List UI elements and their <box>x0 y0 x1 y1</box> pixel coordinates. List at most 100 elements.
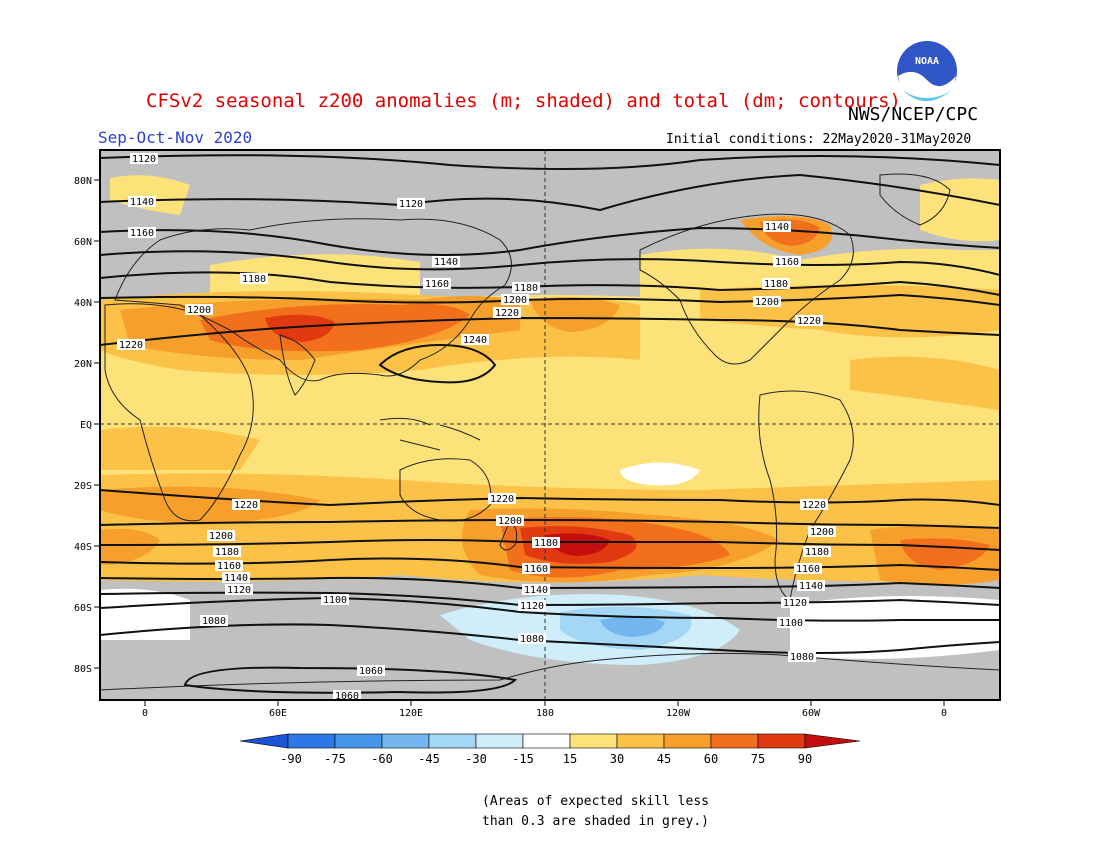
svg-text:1160: 1160 <box>217 561 241 572</box>
lon-label: 120W <box>666 708 691 719</box>
contour-label: 1220 <box>117 339 145 351</box>
colorbar-arrow-right <box>804 733 861 749</box>
svg-text:1180: 1180 <box>805 547 829 558</box>
contour-label: 1220 <box>795 315 823 327</box>
svg-text:1220: 1220 <box>495 308 519 319</box>
longitude-axis: 0 60E 120E 180 120W 60W 0 <box>142 700 947 719</box>
colorbar-tick: 30 <box>610 752 624 766</box>
anomaly-neg15-15 <box>100 588 190 640</box>
contour-label: 1120 <box>518 600 546 612</box>
colorbar-swatch <box>757 733 806 749</box>
svg-text:1120: 1120 <box>520 601 544 612</box>
svg-text:1160: 1160 <box>425 279 449 290</box>
colorbar-swatch <box>381 733 430 749</box>
colorbar-swatch <box>428 733 477 749</box>
svg-text:1220: 1220 <box>119 340 143 351</box>
contour-label: 1140 <box>797 580 825 592</box>
svg-text:1100: 1100 <box>323 595 347 606</box>
colorbar-swatch <box>616 733 665 749</box>
svg-text:1060: 1060 <box>335 691 359 702</box>
contour-label: 1200 <box>185 304 213 316</box>
colorbar-tick: -30 <box>465 752 487 766</box>
svg-text:1220: 1220 <box>797 316 821 327</box>
contour-label: 1080 <box>518 633 546 645</box>
anomaly-30-45 <box>100 426 260 470</box>
svg-text:1120: 1120 <box>132 154 156 165</box>
anomaly-75-90 <box>545 533 610 556</box>
colorbar: -90 -75 -60 -45 -30 -15 15 30 45 60 75 9… <box>239 733 861 766</box>
contour-label: 1120 <box>781 597 809 609</box>
contour-label: 1180 <box>512 282 540 294</box>
contour-label: 1180 <box>532 537 560 549</box>
contour-label: 1060 <box>333 690 361 702</box>
contour-label: 1060 <box>357 665 385 677</box>
svg-text:1200: 1200 <box>810 527 834 538</box>
lon-label: 0 <box>941 708 947 719</box>
colorbar-tick: -75 <box>324 752 346 766</box>
contour-label: 1200 <box>496 515 524 527</box>
anomaly-45-60 <box>100 528 160 565</box>
contour-label: 1160 <box>215 560 243 572</box>
lat-label: 40N <box>74 298 92 309</box>
anomaly-60-75 <box>200 303 470 352</box>
contour-label: 1120 <box>130 153 158 165</box>
anomaly-neg60-neg45 <box>600 616 665 637</box>
colorbar-tick: 15 <box>563 752 577 766</box>
contour-label: 1200 <box>808 526 836 538</box>
svg-text:1200: 1200 <box>755 297 779 308</box>
contour-label: 1160 <box>522 563 550 575</box>
colorbar-swatch <box>287 733 336 749</box>
lon-label: 180 <box>536 708 554 719</box>
chart-title: CFSv2 seasonal z200 anomalies (m; shaded… <box>146 90 901 112</box>
contour-label: 1140 <box>222 572 250 584</box>
contour-label: 1180 <box>762 278 790 290</box>
colorbar-tick: 60 <box>704 752 718 766</box>
agency-label: NWS/NCEP/CPC <box>848 104 979 125</box>
contour-label: 1160 <box>773 256 801 268</box>
anomaly-neg15-15 <box>790 596 1000 659</box>
contour-label: 1180 <box>803 546 831 558</box>
svg-text:1160: 1160 <box>796 564 820 575</box>
svg-text:1160: 1160 <box>775 257 799 268</box>
lat-label: 80N <box>74 176 92 187</box>
contour-label: 1220 <box>232 499 260 511</box>
svg-text:1140: 1140 <box>130 197 154 208</box>
svg-text:1180: 1180 <box>764 279 788 290</box>
colorbar-swatch <box>475 733 524 749</box>
lat-label: 60N <box>74 237 92 248</box>
colorbar-arrow-left <box>239 733 289 749</box>
svg-text:1180: 1180 <box>514 283 538 294</box>
map-frame <box>99 149 1001 701</box>
svg-text:1220: 1220 <box>490 494 514 505</box>
colorbar-swatch <box>663 733 712 749</box>
lon-label: 60W <box>802 708 821 719</box>
contour-label: 1220 <box>488 493 516 505</box>
contour-label: 1180 <box>240 273 268 285</box>
svg-text:1160: 1160 <box>130 228 154 239</box>
contour-label: 1160 <box>794 563 822 575</box>
svg-text:1060: 1060 <box>359 666 383 677</box>
contour-label: 1220 <box>493 307 521 319</box>
contour-label: 1120 <box>397 198 425 210</box>
svg-text:1200: 1200 <box>187 305 211 316</box>
svg-text:1140: 1140 <box>224 573 248 584</box>
contour-label: 1220 <box>800 499 828 511</box>
footnote-line: (Areas of expected skill less <box>482 794 709 809</box>
lon-label: 0 <box>142 708 148 719</box>
lat-label: 20N <box>74 359 92 370</box>
footnote-line: than 0.3 are shaded in grey.) <box>482 814 709 829</box>
contour-label: 1140 <box>432 256 460 268</box>
contour-label: 1080 <box>788 651 816 663</box>
anomaly-30-45 <box>850 356 1000 410</box>
colorbar-tick: -15 <box>512 752 534 766</box>
svg-text:1200: 1200 <box>498 516 522 527</box>
colorbar-swatch <box>569 733 618 749</box>
continent-outlines <box>100 173 1000 691</box>
svg-text:1140: 1140 <box>765 222 789 233</box>
colorbar-tick: -90 <box>280 752 302 766</box>
latitude-axis: 80N 60N 40N 20N EQ 20S 40S 60S 80S <box>74 176 100 675</box>
contour-label: 1200 <box>501 294 529 306</box>
lat-label: 20S <box>74 481 92 492</box>
colorbar-tick: 90 <box>798 752 812 766</box>
map-field: 1120 1120 1140 1160 1180 1200 1220 1140 … <box>100 150 1000 702</box>
